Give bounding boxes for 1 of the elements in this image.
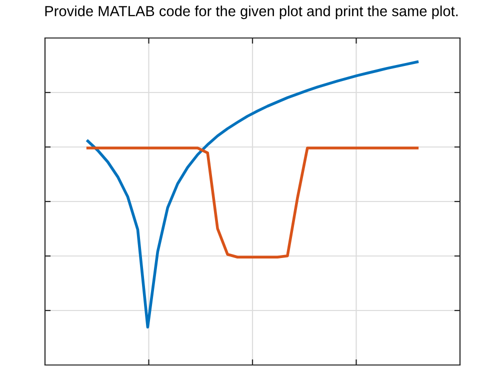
chart-title: Provide MATLAB code for the given plot and print the same plot. <box>45 6 458 20</box>
